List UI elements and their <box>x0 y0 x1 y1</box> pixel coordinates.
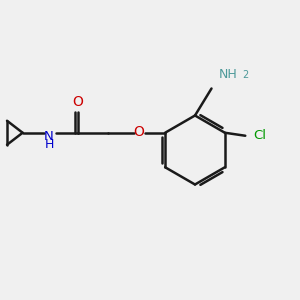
Text: NH: NH <box>219 68 237 82</box>
Text: 2: 2 <box>242 70 249 80</box>
Text: O: O <box>73 95 84 109</box>
Text: Cl: Cl <box>254 129 266 142</box>
Text: H: H <box>44 138 54 151</box>
Text: N: N <box>44 130 54 143</box>
Text: O: O <box>134 125 145 139</box>
